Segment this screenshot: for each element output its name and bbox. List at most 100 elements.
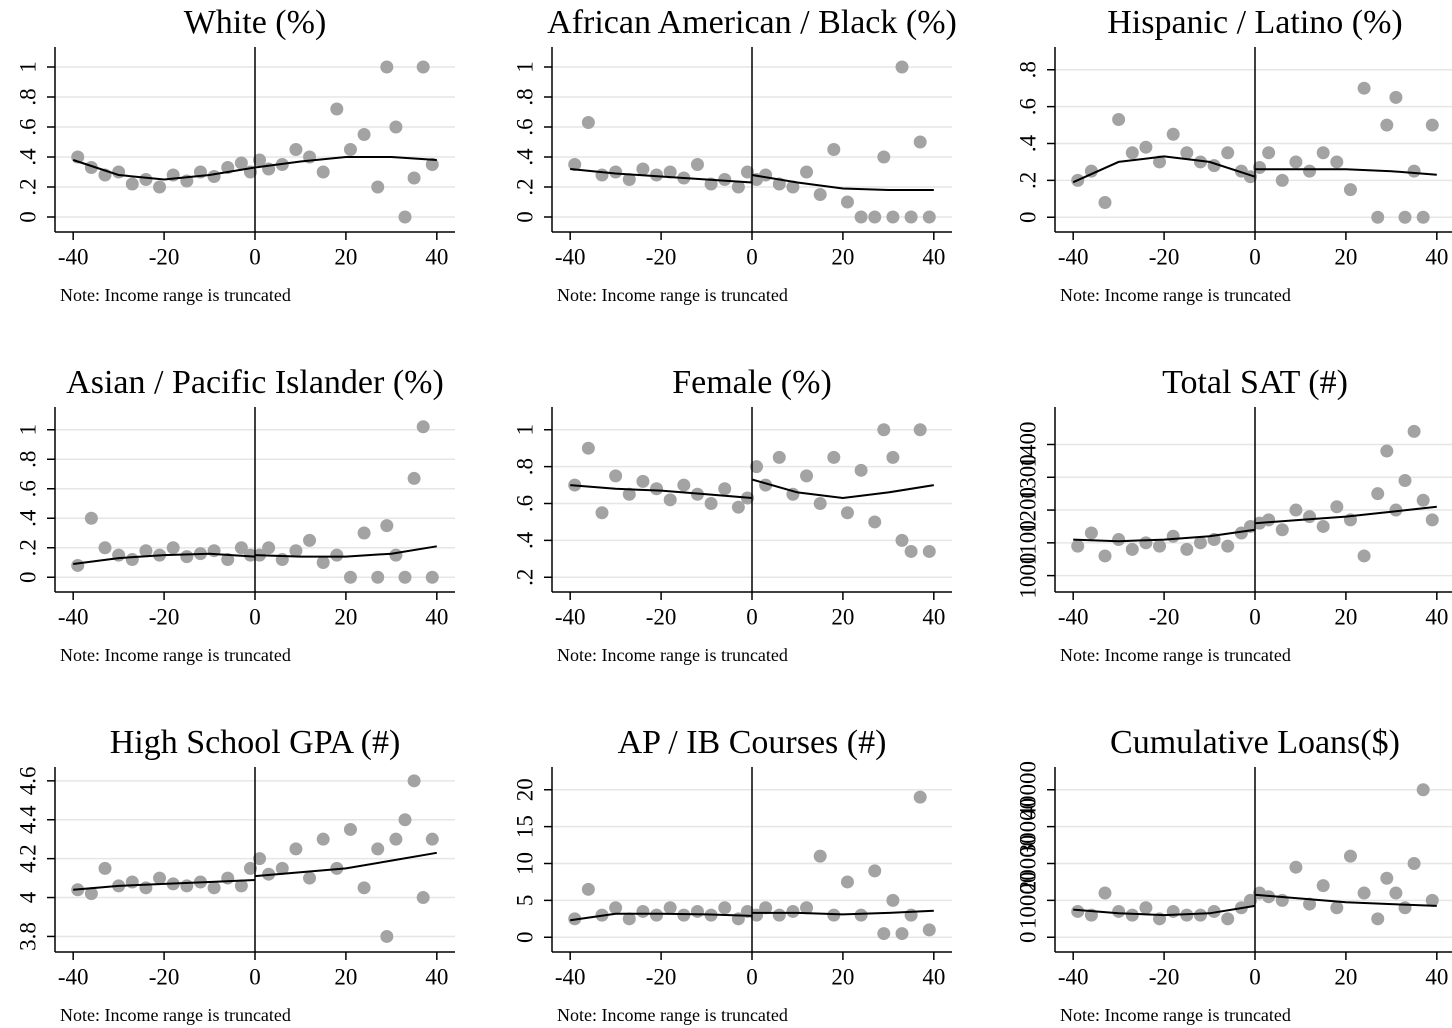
y-tick-label: 1 — [15, 61, 40, 73]
y-tick-label: 4.6 — [15, 766, 40, 795]
scatter-point — [1389, 503, 1403, 517]
fit-line — [1255, 168, 1437, 176]
scatter-point — [1416, 210, 1430, 224]
fit-line — [254, 851, 437, 878]
scatter-point — [1316, 146, 1330, 160]
y-tick-label: .2 — [512, 178, 537, 195]
scatter-point — [1380, 871, 1394, 885]
scatter-point — [180, 550, 194, 564]
scatter-point — [650, 908, 664, 922]
x-tick-label: -40 — [58, 964, 89, 989]
panel: High School GPA (#) 3.8 4 4.2 4.4 4.6 -40 -20 0 2… — [15, 724, 455, 1025]
scatter-point — [786, 180, 800, 194]
x-tick-label: 40 — [1425, 964, 1448, 989]
scatter-point — [112, 165, 126, 179]
scatter-point — [731, 500, 745, 514]
scatter-point — [316, 832, 330, 846]
panel: Asian / Pacific Islander (%) 0 .2 .4 .6 .8 1 -4… — [15, 364, 455, 665]
scatter-point — [1071, 904, 1085, 918]
y-tick-label: 5 — [512, 895, 537, 907]
y-tick-label: .4 — [15, 148, 40, 166]
scatter-point — [1221, 539, 1235, 553]
scatter-point — [1166, 529, 1180, 543]
x-tick-label: 20 — [831, 244, 854, 269]
scatter-point — [1243, 893, 1257, 907]
y-tick-label: 0 — [15, 572, 40, 584]
scatter-point — [1153, 539, 1167, 553]
y-tick-label: 4.4 — [15, 805, 40, 834]
x-tick-label: 40 — [425, 964, 448, 989]
scatter-point — [581, 882, 595, 896]
scatter-point — [868, 864, 882, 878]
scatter-point — [1084, 164, 1098, 178]
y-tick-label: .2 — [15, 178, 40, 195]
scatter-point — [904, 210, 918, 224]
x-tick-label: -20 — [149, 244, 180, 269]
scatter-point — [243, 548, 257, 562]
y-tick-label: 20000 — [1015, 835, 1040, 893]
x-tick-label: 20 — [1334, 964, 1357, 989]
scatter-point — [595, 506, 609, 520]
y-tick-label: .4 — [15, 509, 40, 527]
scatter-point — [1380, 444, 1394, 458]
scatter-point — [289, 842, 303, 856]
scatter-point — [316, 556, 330, 569]
panel: Cumulative Loans($) 0 10000200003000040000… — [1015, 724, 1452, 1025]
scatter-point — [398, 570, 412, 584]
scatter-point — [330, 102, 344, 116]
y-tick-label: 1000 — [1015, 553, 1040, 599]
scatter-point — [253, 153, 267, 167]
scatter-point — [704, 497, 718, 510]
scatter-point — [1112, 113, 1126, 127]
scatter-point — [1180, 146, 1194, 160]
scatter-point — [663, 493, 677, 507]
y-tick-label: 30000 — [1015, 798, 1040, 856]
scatter-point — [718, 173, 732, 186]
scatter-point — [303, 871, 317, 885]
scatter-point — [380, 519, 394, 533]
scatter-point — [740, 165, 754, 179]
x-tick-label: -20 — [149, 964, 180, 989]
scatter-point — [718, 901, 732, 915]
y-tick-label: .8 — [1015, 61, 1040, 78]
x-tick-label: -40 — [58, 604, 89, 629]
scatter-point — [813, 497, 827, 510]
scatter-point — [595, 168, 609, 182]
scatter-point — [371, 180, 385, 194]
scatter-point — [827, 450, 841, 464]
x-tick-label: 40 — [922, 244, 945, 269]
x-tick-label: 0 — [249, 244, 261, 269]
chart-title: African American / Black (%) — [547, 4, 957, 41]
scatter-point — [609, 901, 623, 915]
scatter-point — [1289, 155, 1303, 169]
y-tick-label: 0 — [1015, 932, 1040, 944]
x-tick-label: -20 — [149, 604, 180, 629]
scatter-point — [1357, 81, 1371, 95]
y-tick-label: .6 — [512, 118, 537, 135]
y-tick-label: 1200 — [1015, 487, 1040, 533]
y-tick-label: .8 — [512, 458, 537, 475]
scatter-point — [1098, 549, 1112, 563]
scatter-point — [180, 879, 194, 893]
note: Note: Income range is truncated — [60, 285, 291, 305]
scatter-point — [221, 553, 235, 567]
scatter-point — [1330, 500, 1344, 514]
scatter-point — [609, 165, 623, 179]
scatter-point — [1303, 897, 1317, 911]
scatter-point — [690, 158, 704, 171]
scatter-point — [1330, 155, 1344, 169]
x-tick-label: -20 — [1149, 964, 1180, 989]
chart-title: Total SAT (#) — [1162, 364, 1348, 401]
scatter-point — [1316, 879, 1330, 893]
x-tick-label: 0 — [249, 964, 261, 989]
scatter-point — [690, 904, 704, 918]
scatter-point — [1343, 183, 1357, 197]
scatter-point — [407, 774, 421, 788]
scatter-point — [1180, 542, 1194, 556]
scatter-point — [904, 908, 918, 922]
scatter-point — [622, 912, 636, 926]
fit-line — [570, 912, 753, 922]
fit-line — [1254, 505, 1437, 525]
